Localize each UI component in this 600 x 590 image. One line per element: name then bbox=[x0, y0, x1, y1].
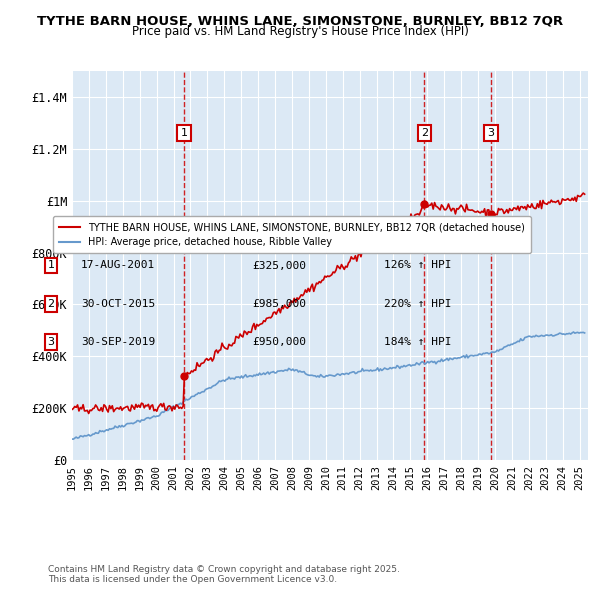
Text: 17-AUG-2001: 17-AUG-2001 bbox=[81, 261, 155, 270]
Legend: TYTHE BARN HOUSE, WHINS LANE, SIMONSTONE, BURNLEY, BB12 7QR (detached house), HP: TYTHE BARN HOUSE, WHINS LANE, SIMONSTONE… bbox=[53, 217, 530, 253]
Text: 126% ↑ HPI: 126% ↑ HPI bbox=[384, 261, 452, 270]
Text: 184% ↑ HPI: 184% ↑ HPI bbox=[384, 337, 452, 347]
Text: 2: 2 bbox=[47, 299, 55, 309]
Text: 30-OCT-2015: 30-OCT-2015 bbox=[81, 299, 155, 309]
Text: 1: 1 bbox=[181, 128, 187, 138]
Text: £325,000: £325,000 bbox=[252, 261, 306, 270]
Text: 1: 1 bbox=[47, 261, 55, 270]
Text: Price paid vs. HM Land Registry's House Price Index (HPI): Price paid vs. HM Land Registry's House … bbox=[131, 25, 469, 38]
Text: £985,000: £985,000 bbox=[252, 299, 306, 309]
Text: 220% ↑ HPI: 220% ↑ HPI bbox=[384, 299, 452, 309]
Text: 2: 2 bbox=[421, 128, 428, 138]
Text: 3: 3 bbox=[487, 128, 494, 138]
Text: TYTHE BARN HOUSE, WHINS LANE, SIMONSTONE, BURNLEY, BB12 7QR: TYTHE BARN HOUSE, WHINS LANE, SIMONSTONE… bbox=[37, 15, 563, 28]
Text: 3: 3 bbox=[47, 337, 55, 347]
Text: 30-SEP-2019: 30-SEP-2019 bbox=[81, 337, 155, 347]
Text: Contains HM Land Registry data © Crown copyright and database right 2025.
This d: Contains HM Land Registry data © Crown c… bbox=[48, 565, 400, 584]
Text: £950,000: £950,000 bbox=[252, 337, 306, 347]
